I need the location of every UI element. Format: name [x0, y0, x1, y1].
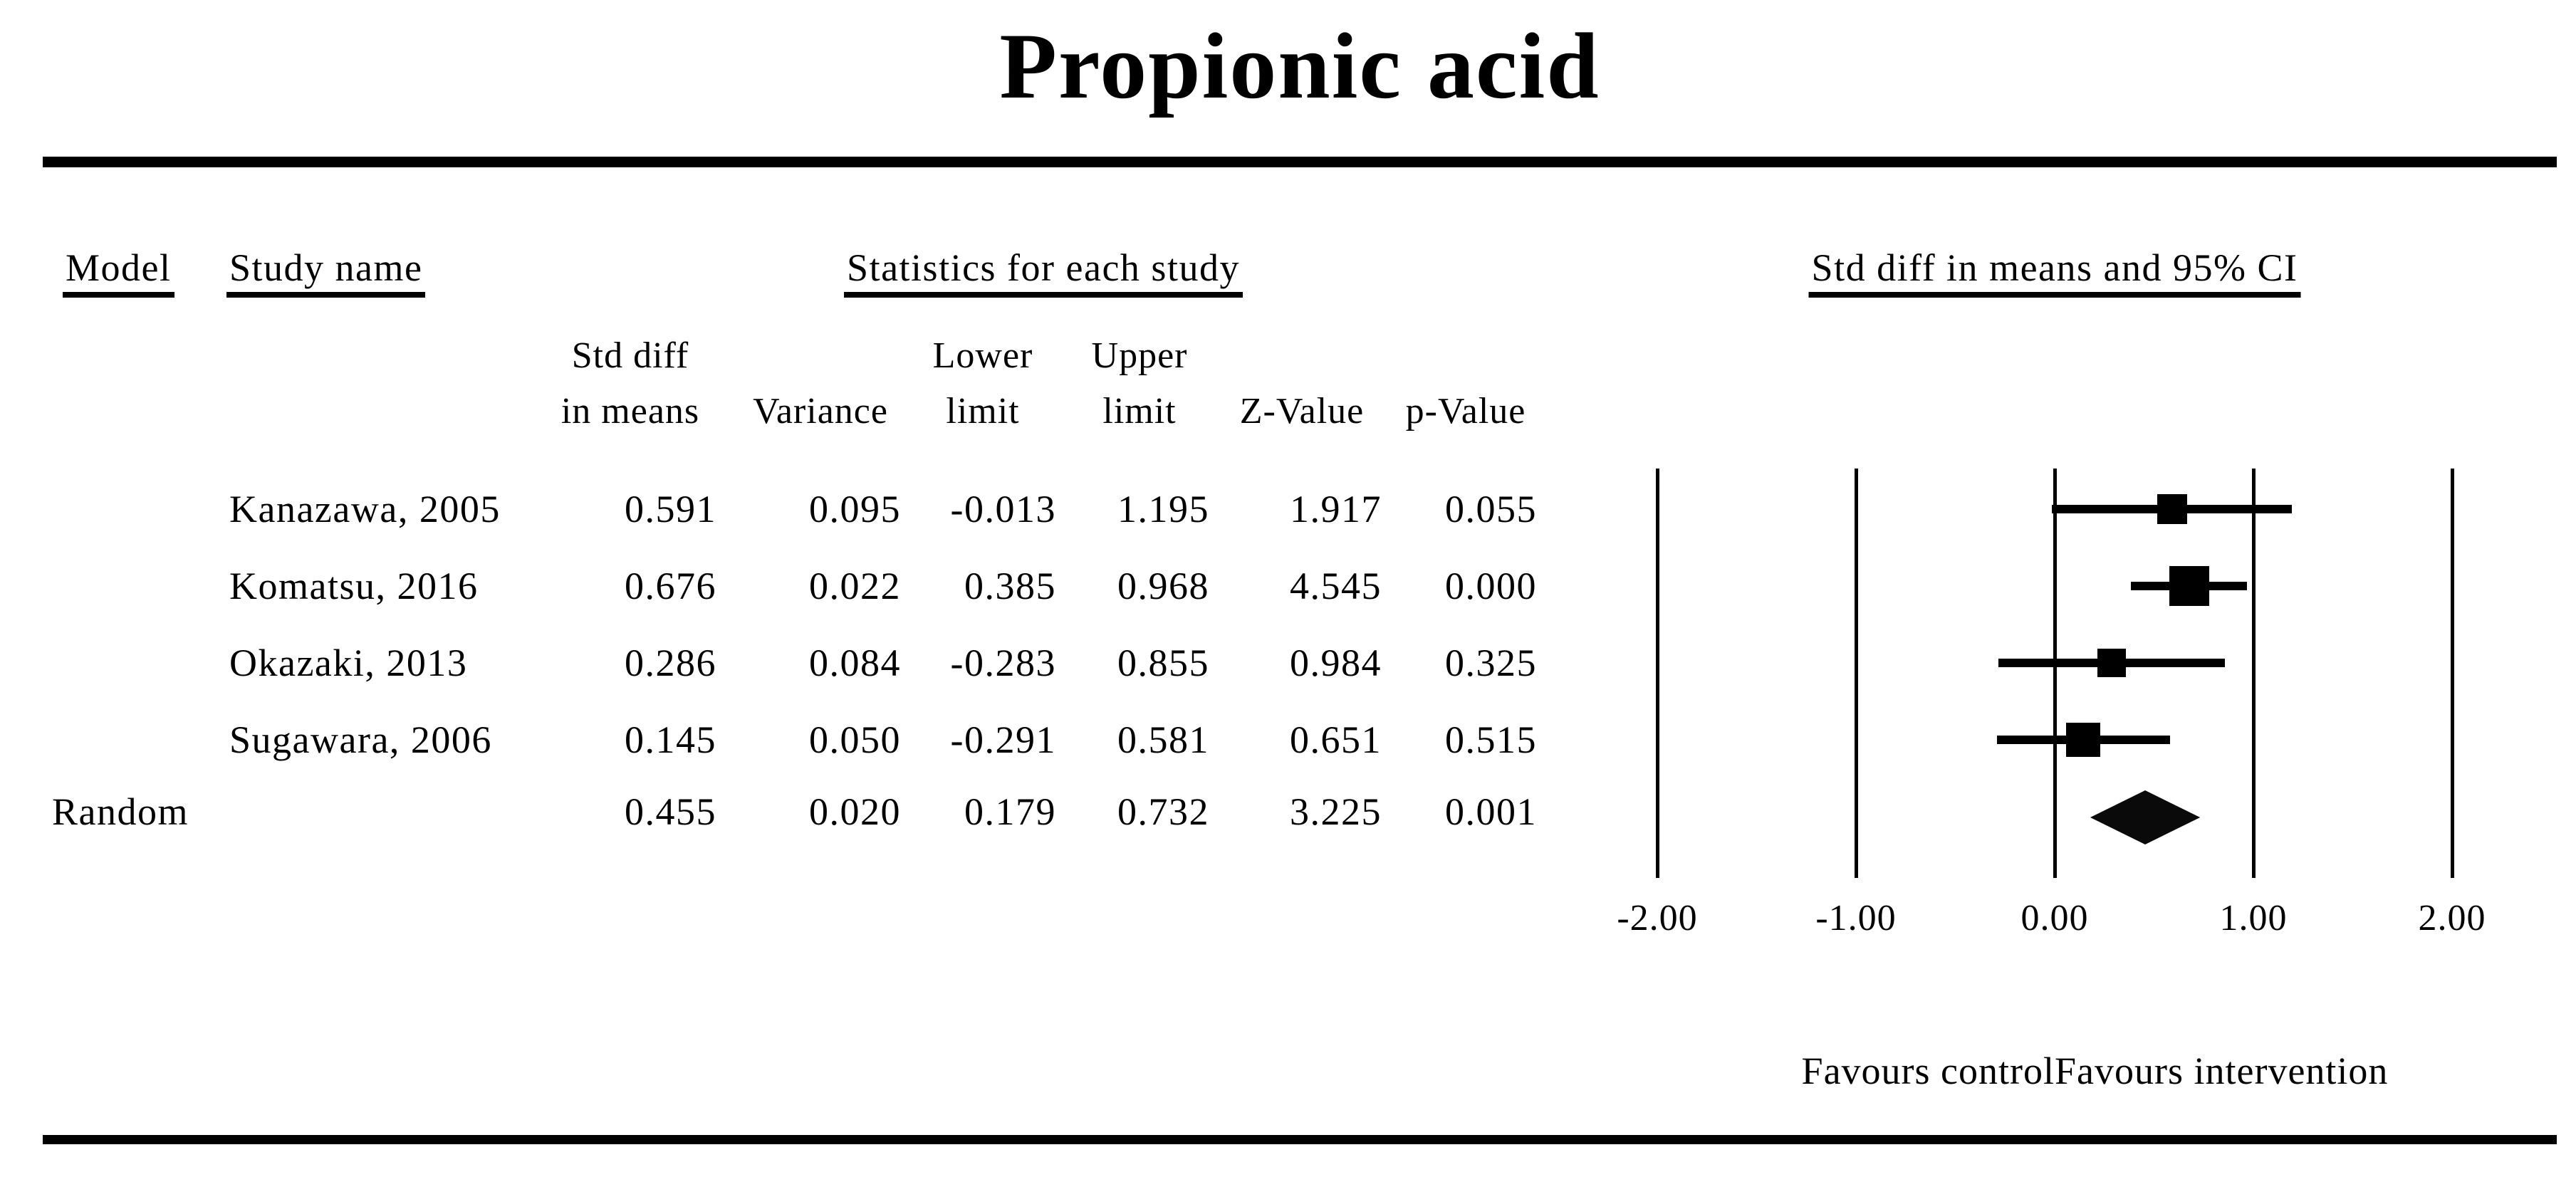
study-name-column-header: Study name	[226, 249, 426, 298]
axis-gridline	[2451, 469, 2454, 878]
top-rule	[43, 157, 2557, 167]
z-value: 3.225	[1290, 790, 1382, 833]
statistics-group-header: Statistics for each study	[844, 249, 1243, 298]
p-value: 0.055	[1445, 488, 1537, 530]
p-value: 0.001	[1445, 790, 1537, 833]
std-diff-value: 0.286	[625, 642, 716, 684]
bottom-rule	[43, 1135, 2557, 1144]
p-value: 0.325	[1445, 642, 1537, 684]
model-column-header: Model	[63, 249, 174, 298]
axis-tick-label: 2.00	[2418, 898, 2486, 938]
column-header-line2: in means	[560, 391, 700, 431]
axis-tick-label: -2.00	[1617, 898, 1698, 938]
p-value: 0.000	[1445, 565, 1537, 607]
upper-limit-value: 1.195	[1117, 488, 1209, 530]
upper-limit-value: 0.968	[1117, 565, 1209, 607]
study-name: Komatsu, 2016	[229, 565, 479, 607]
axis-gridline	[2053, 469, 2057, 878]
effect-square	[2066, 723, 2101, 757]
model-label: Random	[52, 790, 189, 833]
variance-value: 0.022	[809, 565, 901, 607]
std-diff-value: 0.455	[625, 790, 716, 833]
column-header-line2: limit	[1102, 391, 1177, 431]
figure-title: Propionic acid	[999, 14, 1600, 118]
axis-tick-label: 1.00	[2219, 898, 2288, 938]
z-value: 0.651	[1290, 718, 1382, 761]
axis-gridline	[1656, 469, 1659, 878]
effect-square	[2157, 494, 2187, 524]
z-value: 1.917	[1290, 488, 1382, 530]
column-header-line2: limit	[946, 391, 1020, 431]
lower-limit-value: 0.179	[964, 790, 1056, 833]
column-header-std-diff-in-means: Std diff in means	[561, 328, 699, 439]
column-header-lower-limit: Lower limit	[933, 328, 1033, 439]
upper-limit-value: 0.732	[1117, 790, 1209, 833]
column-header-upper-limit: Upper limit	[1092, 328, 1188, 439]
study-name: Kanazawa, 2005	[229, 488, 501, 530]
axis-tick-label: -1.00	[1815, 898, 1897, 938]
lower-limit-value: 0.385	[964, 565, 1056, 607]
effect-square	[2097, 649, 2126, 677]
variance-value: 0.020	[809, 790, 901, 833]
column-header-line2: p-Value	[1405, 391, 1526, 431]
study-name: Sugawara, 2006	[229, 718, 492, 761]
column-header-z-value: Z-Value	[1240, 328, 1364, 439]
upper-limit-value: 0.581	[1117, 718, 1209, 761]
std-diff-value: 0.145	[625, 718, 716, 761]
column-header-p-value: p-Value	[1406, 328, 1526, 439]
z-value: 4.545	[1290, 565, 1382, 607]
column-header-line1	[1406, 328, 1526, 384]
column-header-line1: Lower	[932, 335, 1033, 376]
variance-value: 0.084	[809, 642, 901, 684]
lower-limit-value: -0.283	[950, 642, 1056, 684]
favours-control-label: Favours control	[1801, 1050, 2055, 1092]
ci-plot-group-header: Std diff in means and 95% CI	[1808, 249, 2301, 298]
column-header-line1: Upper	[1091, 335, 1188, 376]
variance-value: 0.095	[809, 488, 901, 530]
axis-tick-label: 0.00	[2020, 898, 2089, 938]
z-value: 0.984	[1290, 642, 1382, 684]
column-header-line1	[753, 328, 888, 384]
summary-diamond	[2090, 790, 2201, 844]
p-value: 0.515	[1445, 718, 1537, 761]
study-name: Okazaki, 2013	[229, 642, 468, 684]
axis-gridline	[1855, 469, 1858, 878]
std-diff-value: 0.676	[625, 565, 716, 607]
upper-limit-value: 0.855	[1117, 642, 1209, 684]
lower-limit-value: -0.013	[950, 488, 1056, 530]
lower-limit-value: -0.291	[950, 718, 1056, 761]
std-diff-value: 0.591	[625, 488, 716, 530]
effect-square	[2169, 566, 2209, 606]
column-header-variance: Variance	[753, 328, 888, 439]
column-header-line1	[1240, 328, 1364, 384]
favours-intervention-label: Favours intervention	[2055, 1050, 2389, 1092]
column-header-line2: Variance	[753, 391, 888, 431]
axis-gridline	[2252, 469, 2256, 878]
variance-value: 0.050	[809, 718, 901, 761]
column-header-line2: Z-Value	[1239, 391, 1365, 431]
column-header-line1: Std diff	[571, 335, 689, 376]
